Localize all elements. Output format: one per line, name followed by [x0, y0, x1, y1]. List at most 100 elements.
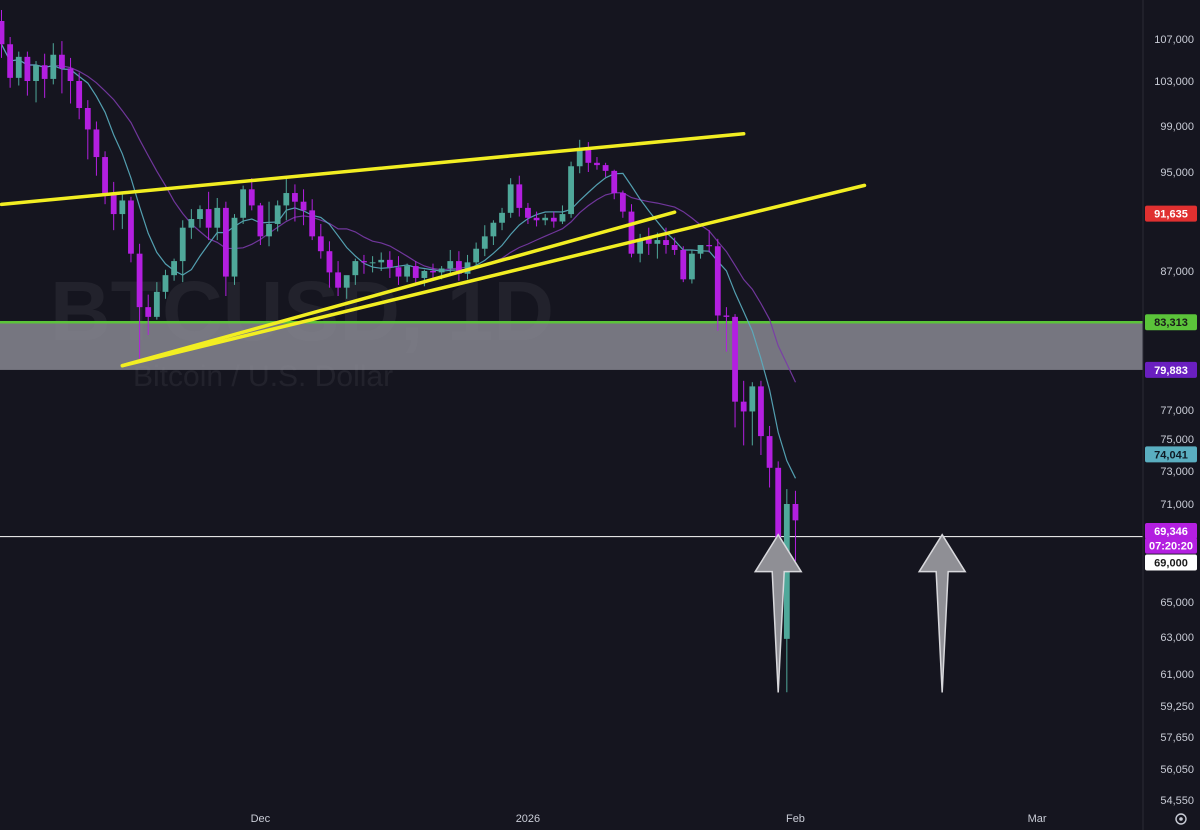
- candle: [404, 263, 411, 283]
- candle: [214, 197, 221, 241]
- candle-body: [335, 272, 341, 288]
- y-tick-label: 63,000: [1160, 632, 1194, 644]
- candle-body: [248, 189, 255, 206]
- candle-body: [792, 504, 799, 521]
- candle-body: [689, 253, 695, 280]
- candle: [594, 157, 600, 170]
- candle-body: [507, 184, 514, 213]
- candle-body: [559, 214, 566, 222]
- candle: [645, 227, 652, 255]
- candle-body: [274, 205, 281, 224]
- candle-body: [412, 266, 419, 278]
- price-tag-box: [1145, 537, 1197, 554]
- candle-body: [352, 261, 359, 276]
- candle-body: [663, 240, 669, 246]
- candle-body: [153, 291, 160, 317]
- candle-body: [749, 386, 756, 412]
- price-tag-label: 83,313: [1154, 317, 1188, 329]
- candle-body: [102, 157, 108, 195]
- candle-body: [723, 315, 730, 317]
- candle: [525, 202, 531, 224]
- y-tick-label: 61,000: [1160, 669, 1194, 681]
- y-tick-label: 54,550: [1160, 795, 1194, 807]
- price-tag: 79,883: [1145, 361, 1197, 378]
- y-tick-label: 99,000: [1160, 121, 1194, 133]
- candle-body: [766, 436, 773, 468]
- y-tick-label: 107,000: [1154, 34, 1194, 46]
- settings-gear-icon[interactable]: [1175, 813, 1187, 825]
- candle: [50, 43, 57, 85]
- support-zone: [0, 322, 1143, 370]
- candle-body: [145, 307, 152, 317]
- candle-body: [369, 262, 376, 264]
- candle-body: [257, 205, 264, 237]
- candle: [550, 211, 557, 228]
- candle: [481, 225, 488, 257]
- candle-body: [447, 261, 454, 269]
- price-tag-label: 91,635: [1154, 209, 1188, 221]
- candle-body: [714, 246, 721, 316]
- candle: [412, 261, 419, 285]
- candle: [732, 314, 738, 428]
- y-tick-label: 75,000: [1160, 434, 1194, 446]
- trendline-2: [120, 183, 867, 368]
- candle: [326, 241, 333, 288]
- price-axis[interactable]: 107,000 103,000 99,000 95,000 87,000 77,000 75…: [1142, 0, 1200, 830]
- candle-body: [110, 194, 117, 215]
- candle: [602, 162, 609, 177]
- candle: [128, 196, 134, 263]
- candle: [300, 189, 307, 226]
- candle: [188, 209, 195, 239]
- candle: [559, 205, 566, 224]
- candle-body: [162, 275, 169, 292]
- candle: [352, 258, 359, 285]
- candle-body: [84, 108, 91, 130]
- price-tag-box: [1145, 446, 1197, 463]
- candle-body: [404, 266, 411, 277]
- candle: [15, 51, 22, 86]
- candle: [568, 161, 574, 218]
- price-tags-layer: 91,635 83,313 79,883 74,041 69,346 07:20:20 69…: [1145, 205, 1197, 571]
- candle-body: [525, 207, 531, 218]
- candle-body: [645, 238, 652, 244]
- candle-body: [205, 209, 212, 228]
- time-axis[interactable]: Dec 2026 Feb Mar: [251, 813, 1047, 825]
- y-tick-label: 103,000: [1154, 76, 1194, 88]
- y-tick-label: 71,000: [1160, 499, 1194, 511]
- candle-body: [136, 253, 143, 308]
- candle: [93, 121, 100, 176]
- candle-body: [706, 245, 713, 247]
- candle-body: [171, 261, 177, 276]
- candle: [455, 251, 462, 281]
- candle: [378, 252, 385, 271]
- price-tag-box: [1145, 205, 1197, 222]
- price-tag-label: 79,883: [1154, 365, 1188, 377]
- candle: [395, 256, 402, 285]
- candle: [162, 269, 169, 299]
- arrows-layer: [753, 533, 967, 693]
- ma-slow-line: [0, 44, 797, 383]
- price-tag-box: [1145, 523, 1197, 540]
- candle: [7, 37, 14, 88]
- y-tick-label: 87,000: [1160, 266, 1194, 278]
- candle-body: [93, 129, 100, 158]
- candle-body: [292, 193, 298, 202]
- candle-body: [732, 316, 738, 402]
- candle-body: [76, 81, 83, 108]
- candle-body: [542, 217, 549, 221]
- candle: [110, 181, 117, 231]
- y-tick-label: 56,050: [1160, 764, 1194, 776]
- candle-body: [67, 68, 74, 81]
- candles-layer: [0, 10, 799, 693]
- candle-body: [585, 147, 592, 163]
- y-tick-label: 65,000: [1160, 597, 1194, 609]
- candle: [136, 243, 143, 359]
- candle-body: [602, 165, 609, 171]
- y-tick-label: 73,000: [1160, 466, 1194, 478]
- candle: [361, 254, 367, 274]
- candle-body: [266, 223, 272, 237]
- candle-body: [188, 219, 195, 228]
- candle: [740, 380, 747, 446]
